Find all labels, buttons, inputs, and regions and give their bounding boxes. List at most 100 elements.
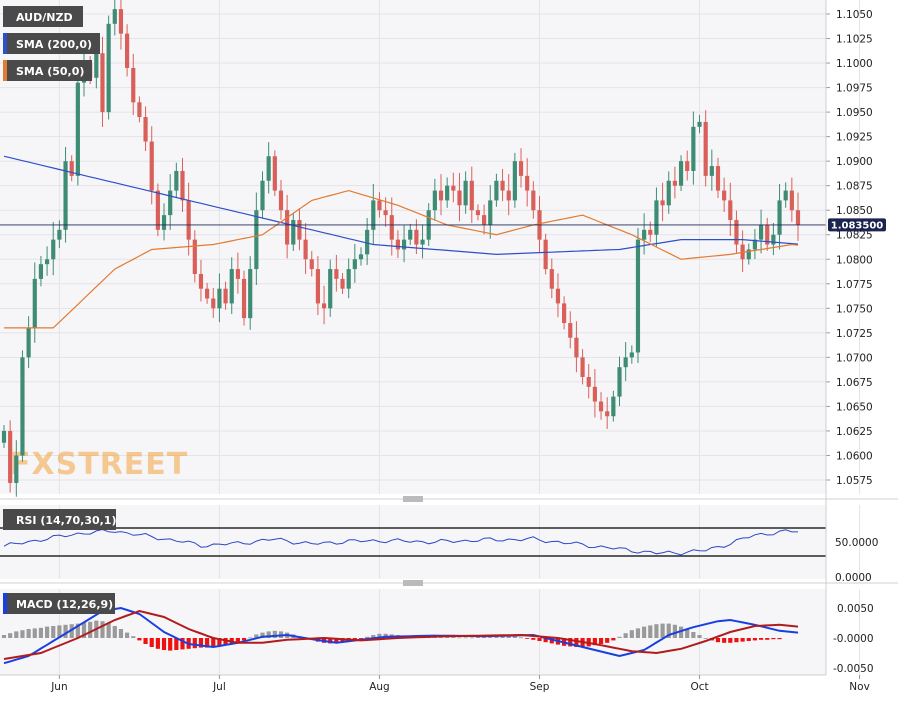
candle bbox=[334, 254, 339, 292]
macd-axis-label-zero: -0.0000 bbox=[833, 633, 874, 645]
candle bbox=[241, 270, 247, 326]
macd-histogram-bar bbox=[365, 636, 370, 638]
macd-histogram-bar bbox=[57, 625, 62, 638]
macd-histogram-bar bbox=[482, 636, 487, 638]
macd-histogram-bar bbox=[254, 634, 259, 638]
macd-histogram-bar bbox=[512, 636, 517, 638]
candle-body bbox=[20, 357, 25, 456]
macd-histogram-bar bbox=[205, 638, 210, 648]
macd-histogram-bar bbox=[75, 623, 80, 638]
candle bbox=[685, 150, 690, 181]
price-tick-label: 1.0875 bbox=[836, 181, 873, 193]
candle bbox=[260, 171, 265, 219]
symbol-legend[interactable]: AUD/NZD bbox=[3, 6, 83, 27]
candle-body bbox=[611, 396, 616, 417]
candle-body bbox=[94, 53, 99, 78]
candle bbox=[137, 96, 142, 123]
candle-body bbox=[445, 185, 450, 201]
last-price-tag: 1.083500 bbox=[828, 218, 886, 232]
rsi-splitter[interactable] bbox=[0, 496, 898, 502]
candle bbox=[321, 285, 327, 325]
candle-body bbox=[211, 298, 216, 309]
candle-body bbox=[789, 190, 794, 211]
candle bbox=[14, 440, 19, 497]
candle-body bbox=[586, 376, 591, 387]
macd-panel-bg bbox=[0, 589, 826, 675]
macd-histogram-bar bbox=[605, 638, 610, 643]
candle-body bbox=[518, 161, 524, 176]
candle bbox=[549, 258, 554, 299]
macd-histogram-bar bbox=[771, 638, 776, 640]
candle-body bbox=[457, 190, 462, 206]
candle-body bbox=[438, 190, 444, 201]
macd-histogram-bar bbox=[328, 638, 333, 644]
candle bbox=[635, 227, 641, 364]
candle bbox=[285, 194, 290, 259]
candle-body bbox=[51, 239, 56, 260]
candle-body bbox=[629, 352, 634, 358]
macd-histogram-bar bbox=[611, 638, 616, 641]
candle-body bbox=[512, 161, 517, 201]
candles-layer bbox=[1, 0, 801, 497]
candle bbox=[469, 166, 474, 223]
macd-histogram-bar bbox=[728, 638, 733, 643]
macd-histogram-bar bbox=[549, 638, 554, 644]
candle-body bbox=[229, 269, 234, 304]
price-tick-label: 1.0750 bbox=[836, 303, 873, 315]
rsi-legend[interactable]: RSI (14,70,30,1) bbox=[3, 509, 116, 530]
candle-body bbox=[574, 337, 579, 358]
candle bbox=[229, 257, 234, 315]
candle-body bbox=[703, 121, 708, 176]
macd-histogram-bar bbox=[469, 637, 474, 639]
candle bbox=[451, 172, 456, 203]
sma50-legend[interactable]: SMA (50,0) bbox=[3, 60, 92, 81]
sma200-legend[interactable]: SMA (200,0) bbox=[3, 33, 100, 54]
candle bbox=[605, 397, 610, 429]
candle bbox=[63, 147, 68, 243]
candle-body bbox=[118, 9, 124, 34]
macd-histogram-bar bbox=[106, 623, 111, 638]
candle-body bbox=[568, 323, 573, 338]
candle bbox=[494, 173, 499, 207]
candle bbox=[69, 155, 74, 182]
candle bbox=[371, 183, 376, 245]
candle-body bbox=[106, 23, 111, 113]
candle-body bbox=[371, 200, 376, 230]
candle-body bbox=[734, 220, 739, 245]
macd-histogram-bar bbox=[125, 632, 130, 638]
candle-body bbox=[592, 386, 597, 402]
macd-histogram-bar bbox=[494, 636, 499, 638]
macd-histogram-bar bbox=[678, 626, 684, 638]
candle-body bbox=[420, 239, 425, 245]
candle bbox=[512, 152, 517, 208]
candle-body bbox=[722, 190, 727, 201]
candle-body bbox=[334, 269, 339, 279]
candle bbox=[488, 185, 493, 239]
macd-signal-line bbox=[3, 609, 799, 660]
candle bbox=[1, 425, 7, 449]
candle bbox=[365, 218, 370, 265]
candle-body bbox=[112, 9, 117, 24]
candle bbox=[746, 243, 751, 265]
candle-body bbox=[26, 327, 31, 358]
macd-legend[interactable]: MACD (12,26,9) bbox=[3, 593, 115, 614]
macd-histogram-bar bbox=[457, 637, 462, 639]
candle bbox=[26, 316, 31, 368]
macd-histogram-bar bbox=[518, 637, 524, 639]
macd-histogram-bar bbox=[666, 623, 671, 638]
candle-body bbox=[666, 180, 671, 206]
macd-histogram-bar bbox=[248, 637, 253, 639]
macd-histogram-bar bbox=[531, 638, 536, 640]
macd-histogram-bar bbox=[118, 629, 124, 638]
candle bbox=[38, 255, 44, 287]
macd-histogram-bar bbox=[740, 638, 745, 642]
candle bbox=[180, 158, 185, 213]
candle bbox=[531, 181, 536, 219]
candle bbox=[395, 230, 401, 258]
candle-body bbox=[155, 190, 160, 230]
candle bbox=[525, 158, 530, 207]
candle bbox=[777, 183, 782, 250]
macd-histogram-bar bbox=[88, 621, 93, 638]
macd-splitter[interactable] bbox=[0, 580, 898, 586]
